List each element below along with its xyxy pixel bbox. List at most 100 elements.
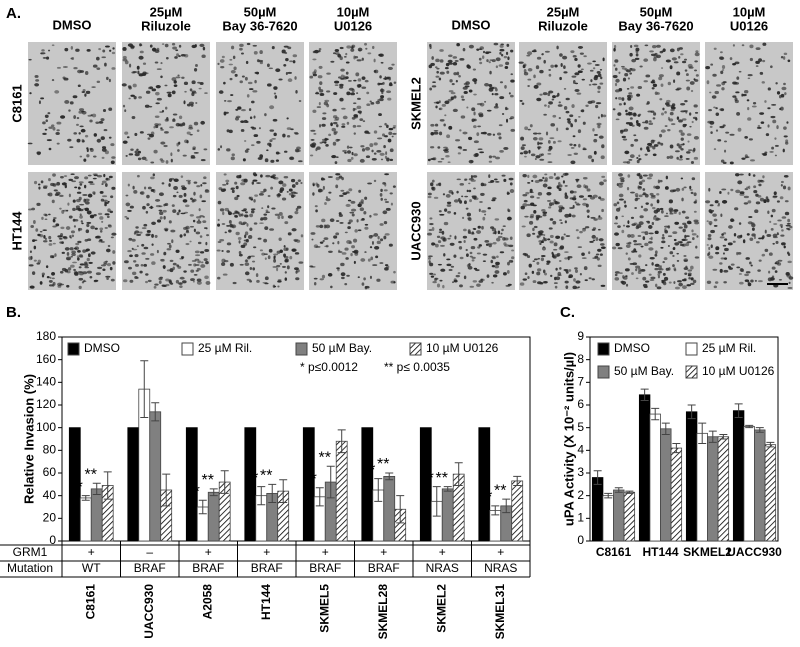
cell bbox=[560, 222, 563, 224]
cell bbox=[254, 194, 258, 196]
cell bbox=[123, 105, 125, 108]
cell bbox=[469, 90, 473, 93]
cell bbox=[86, 147, 88, 149]
cell bbox=[623, 225, 625, 227]
cell bbox=[456, 191, 458, 194]
cell bbox=[736, 76, 739, 80]
cell bbox=[195, 250, 200, 253]
cell bbox=[579, 231, 583, 233]
cell bbox=[263, 189, 266, 192]
cell bbox=[105, 261, 108, 263]
cell bbox=[52, 183, 56, 186]
cell bbox=[259, 50, 263, 54]
cell bbox=[66, 285, 69, 288]
cell bbox=[449, 235, 451, 238]
cell bbox=[775, 145, 779, 147]
cell bbox=[754, 209, 758, 213]
cell bbox=[563, 65, 566, 69]
cell bbox=[145, 234, 149, 237]
cell bbox=[508, 209, 511, 212]
cell bbox=[79, 266, 82, 268]
cell bbox=[172, 91, 176, 95]
cell bbox=[495, 88, 498, 91]
cell bbox=[536, 65, 539, 69]
cell bbox=[348, 80, 352, 82]
column-header: 25µM bbox=[150, 4, 183, 19]
cell bbox=[522, 203, 527, 207]
cell bbox=[362, 58, 364, 61]
cell bbox=[711, 244, 713, 248]
cell bbox=[644, 127, 649, 130]
cell bbox=[479, 209, 481, 212]
cell bbox=[322, 240, 324, 242]
cell bbox=[82, 91, 85, 93]
cell bbox=[340, 47, 344, 49]
cell bbox=[163, 265, 166, 269]
cell bbox=[571, 147, 575, 149]
cell bbox=[613, 108, 616, 110]
cell bbox=[504, 237, 509, 240]
cell bbox=[374, 152, 377, 154]
cell bbox=[715, 91, 720, 94]
legend-label: DMSO bbox=[614, 341, 650, 355]
cell bbox=[436, 101, 439, 104]
cell bbox=[539, 179, 543, 181]
cell bbox=[391, 203, 393, 206]
cell bbox=[546, 192, 551, 195]
cell bbox=[432, 227, 435, 231]
cell bbox=[745, 188, 749, 190]
cell bbox=[650, 279, 655, 281]
cell bbox=[487, 274, 490, 277]
cell bbox=[468, 183, 470, 185]
cell bbox=[192, 80, 196, 84]
cell bbox=[601, 114, 603, 118]
cell bbox=[628, 159, 632, 161]
cell bbox=[439, 231, 443, 233]
cell bbox=[369, 215, 371, 218]
cell bbox=[446, 71, 449, 74]
cell bbox=[781, 242, 786, 245]
cell bbox=[278, 279, 282, 281]
cell bbox=[615, 274, 618, 277]
cell bbox=[162, 110, 164, 113]
cell bbox=[278, 181, 283, 185]
cell bbox=[528, 68, 533, 71]
cell bbox=[155, 116, 160, 118]
cell bbox=[110, 143, 114, 146]
cell bbox=[592, 229, 596, 231]
cell bbox=[684, 59, 687, 61]
cell bbox=[492, 265, 495, 267]
x-tick-label: SKMEL31 bbox=[493, 584, 507, 640]
cell bbox=[643, 208, 648, 211]
cell bbox=[174, 84, 178, 87]
micrograph bbox=[309, 42, 397, 165]
cell bbox=[533, 75, 536, 79]
cell bbox=[318, 75, 323, 78]
cell bbox=[184, 91, 187, 93]
cell bbox=[728, 225, 733, 229]
cell bbox=[247, 94, 250, 97]
cell bbox=[564, 214, 569, 218]
micrograph bbox=[519, 172, 607, 290]
cell bbox=[690, 266, 694, 270]
cell bbox=[70, 265, 75, 268]
cell bbox=[106, 77, 109, 80]
cell bbox=[104, 203, 107, 206]
cell bbox=[749, 45, 753, 49]
cell bbox=[204, 258, 208, 261]
cell bbox=[298, 160, 303, 162]
cell bbox=[562, 56, 567, 60]
cell bbox=[88, 194, 93, 198]
cell bbox=[655, 250, 658, 254]
cell bbox=[449, 90, 454, 92]
cell bbox=[101, 136, 105, 140]
cell bbox=[637, 160, 640, 164]
cell bbox=[647, 177, 652, 179]
cell bbox=[762, 175, 764, 178]
bar bbox=[697, 433, 708, 541]
cell bbox=[437, 146, 440, 148]
cell bbox=[682, 118, 687, 120]
cell bbox=[146, 195, 150, 199]
cell bbox=[642, 194, 645, 196]
cell bbox=[69, 146, 73, 148]
